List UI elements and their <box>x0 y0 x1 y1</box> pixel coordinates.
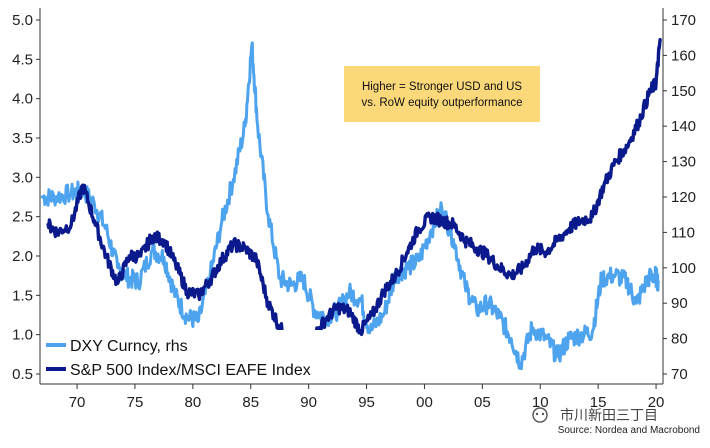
x-tick-label: 90 <box>300 394 317 411</box>
left-tick-label: 3.5 <box>12 130 33 147</box>
right-tick-label: 150 <box>671 83 696 100</box>
legend-background <box>44 330 344 382</box>
right-tick-label: 110 <box>671 224 695 241</box>
annotation-line-1: Higher = Stronger USD and US <box>362 81 522 93</box>
x-tick-label: 85 <box>242 394 259 411</box>
right-tick-label: 130 <box>671 154 696 171</box>
annotation-line-2: vs. RoW equity outperformance <box>361 97 522 109</box>
legend-label-spx-eafe: S&P 500 Index/MSCI EAFE Index <box>70 362 311 379</box>
left-tick-label: 5.0 <box>12 12 33 29</box>
x-tick-label: 80 <box>185 394 202 411</box>
left-axis-ticks: 5.0 4.5 4.0 3.5 3.0 2.5 2.0 1.5 1.0 0.5 <box>12 12 40 383</box>
series-layer <box>40 38 662 371</box>
x-tick-label: 95 <box>358 394 375 411</box>
source-text: Source: Nordea and Macrobond <box>558 425 700 436</box>
x-tick-label: 05 <box>474 394 491 411</box>
x-tick-label: 00 <box>416 394 433 411</box>
series-line-spx-eafe <box>46 38 662 355</box>
left-tick-label: 1.5 <box>12 287 33 304</box>
left-tick-label: 4.0 <box>12 91 33 108</box>
right-tick-label: 100 <box>671 260 696 277</box>
watermark-text: 市川新田三丁目 <box>560 407 658 423</box>
left-tick-label: 1.0 <box>12 327 33 344</box>
annotation-background <box>344 66 540 122</box>
x-tick-label: 20 <box>648 394 665 411</box>
right-axis-ticks: 170 160 150 140 130 120 110 100 90 80 70 <box>663 12 696 383</box>
right-tick-label: 90 <box>671 295 688 312</box>
left-tick-label: 2.5 <box>12 209 33 226</box>
wechat-icon <box>532 407 548 423</box>
annotation-box: Higher = Stronger USD and US vs. RoW equ… <box>344 66 540 122</box>
left-tick-label: 4.5 <box>12 51 33 68</box>
right-tick-label: 160 <box>671 47 696 64</box>
x-tick-label: 10 <box>532 394 549 411</box>
x-tick-label: 70 <box>69 394 86 411</box>
x-axis-ticks: 70 75 80 85 90 95 00 05 10 15 20 <box>69 384 665 411</box>
legend-label-dxy: DXY Curncy, rhs <box>70 338 188 355</box>
x-tick-label: 15 <box>590 394 607 411</box>
left-tick-label: 2.0 <box>12 248 33 265</box>
right-tick-label: 170 <box>671 12 696 29</box>
watermark: 市川新田三丁目 <box>532 407 658 423</box>
left-tick-label: 3.0 <box>12 169 33 186</box>
right-tick-label: 140 <box>671 118 696 135</box>
x-tick-label: 75 <box>127 394 144 411</box>
series-line-dxy <box>40 41 660 371</box>
right-tick-label: 70 <box>671 366 688 383</box>
right-tick-label: 80 <box>671 331 688 348</box>
right-tick-label: 120 <box>671 189 696 206</box>
left-tick-label: 0.5 <box>12 366 33 383</box>
legend: DXY Curncy, rhs S&P 500 Index/MSCI EAFE … <box>44 330 344 382</box>
